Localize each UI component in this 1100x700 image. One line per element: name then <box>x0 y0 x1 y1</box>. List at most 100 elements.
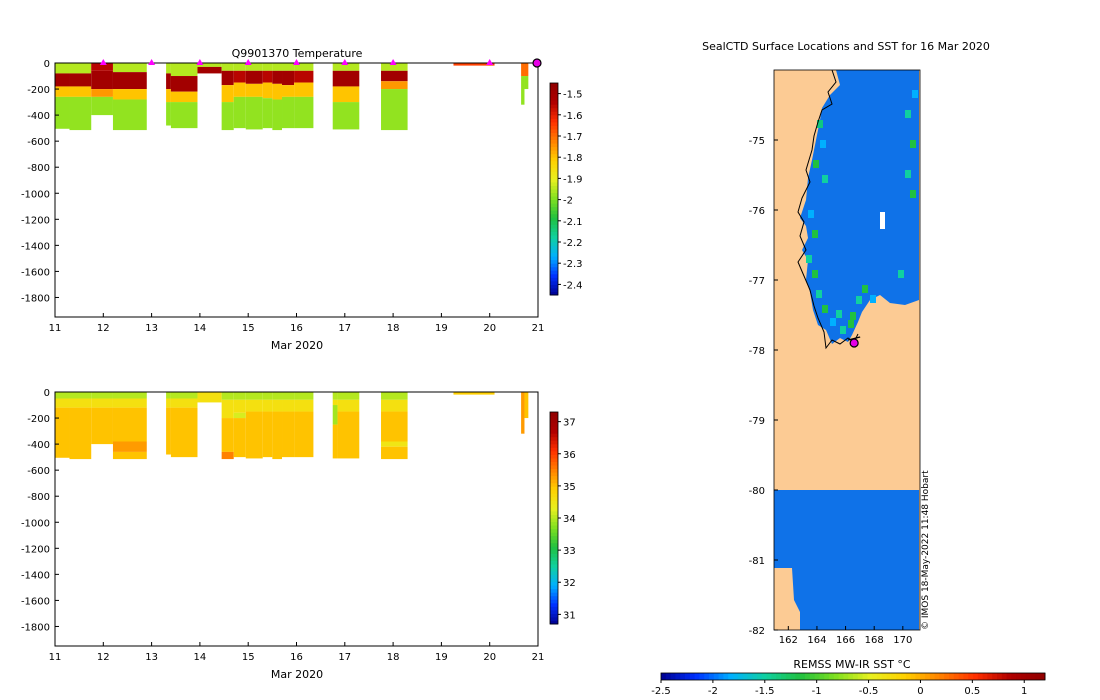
sst-colorbar-swatch <box>800 673 806 680</box>
sst-map-plot: SealCTD Surface Locations and SST for 16… <box>651 40 1046 697</box>
profile-layer-cell <box>55 86 70 97</box>
profile-layer-cell <box>166 89 171 103</box>
colorbar-tick-label: -1.6 <box>563 111 583 122</box>
colorbar-swatch <box>550 588 558 593</box>
profile-layer-cell <box>521 76 525 105</box>
colorbar-swatch <box>550 160 558 165</box>
profile-layer-cell <box>332 86 360 103</box>
colorbar-swatch <box>550 567 558 572</box>
profile-layer-cell <box>245 63 263 71</box>
sst-colorbar-swatch <box>949 673 955 680</box>
colorbar-swatch <box>550 461 558 466</box>
sst-colorbar-swatch <box>958 673 964 680</box>
profile-layer-cell <box>245 399 263 412</box>
profile-marker <box>196 59 204 65</box>
profile-layer-cell <box>332 405 338 425</box>
profile-marker <box>99 59 107 65</box>
sst-colorbar-swatch <box>728 673 734 680</box>
colorbar-tick-label: 34 <box>563 514 576 525</box>
sst-colorbar-swatch <box>1021 673 1027 680</box>
sst-coastal-cell <box>836 310 842 318</box>
profile-layer-cell <box>166 102 171 126</box>
sst-colorbar-swatch <box>977 673 984 680</box>
colorbar-swatch <box>550 426 558 431</box>
profile-marker <box>341 59 349 65</box>
profile-layer-cell <box>112 451 147 460</box>
colorbar-swatch <box>550 415 558 420</box>
profile-layer-cell <box>381 399 408 412</box>
colorbar-swatch <box>550 213 558 218</box>
colorbar-tick-label: -1.5 <box>563 90 583 101</box>
colorbar-swatch <box>550 263 558 268</box>
temperature-title: Q9901370 Temperature <box>232 47 363 60</box>
colorbar-swatch <box>550 273 558 278</box>
colorbar-swatch <box>550 217 558 222</box>
colorbar-swatch <box>550 234 558 239</box>
sst-colorbar-swatch <box>891 673 897 680</box>
profile-layer-cell <box>170 398 198 408</box>
sst-colorbar: -2.5 -2 -1.5 -1 -0.5 0 0.5 1 <box>651 672 1046 697</box>
sst-colorbar-swatch <box>665 673 672 680</box>
y-tick-label: -1600 <box>21 267 50 278</box>
sst-colorbar-swatch <box>953 673 960 680</box>
x-tick-label: 14 <box>194 323 207 334</box>
sst-colorbar-swatch <box>694 673 700 680</box>
sst-colorbar-swatch <box>795 673 801 680</box>
sst-colorbar-swatch <box>920 673 926 680</box>
sst-colorbar-swatch <box>963 673 969 680</box>
sst-colorbar-swatch <box>905 673 912 680</box>
x-tick-label: 20 <box>483 652 496 663</box>
colorbar-swatch <box>550 606 558 611</box>
map-y-tick-label: -81 <box>749 556 765 567</box>
colorbar-swatch <box>550 450 558 455</box>
sst-colorbar-swatch <box>1025 673 1032 680</box>
colorbar-swatch <box>550 436 558 441</box>
sst-colorbar-label: REMSS MW-IR SST °C <box>793 658 911 671</box>
sst-colorbar-swatch <box>992 673 998 680</box>
profile-layer-cell <box>337 399 360 412</box>
profile-layer-cell <box>294 392 314 400</box>
map-x-tick-label: 162 <box>779 635 798 646</box>
colorbar-swatch <box>550 546 558 551</box>
colorbar-swatch <box>550 518 558 523</box>
profile-layer-cell <box>381 70 408 82</box>
sst-colorbar-swatch <box>790 673 796 680</box>
temperature-data-cells <box>55 63 529 131</box>
colorbar-swatch <box>550 249 558 254</box>
profile-layer-cell <box>91 63 113 71</box>
profile-layer-cell <box>294 70 314 83</box>
colorbar-swatch <box>550 560 558 565</box>
latest-position-marker <box>532 58 542 68</box>
sst-coastal-cell <box>910 140 916 148</box>
colorbar-swatch <box>550 266 558 271</box>
profile-layer-cell <box>166 63 171 74</box>
profile-layer-cell <box>170 76 198 92</box>
x-tick-label: 11 <box>49 652 62 663</box>
colorbar-swatch <box>550 86 558 91</box>
colorbar-swatch <box>550 143 558 148</box>
sst-colorbar-swatch <box>1040 673 1046 680</box>
colorbar-swatch <box>550 132 558 137</box>
profile-layer-cell <box>91 407 113 445</box>
colorbar-tick-label: -2.1 <box>563 217 583 228</box>
colorbar-swatch <box>550 104 558 109</box>
profile-layer-cell <box>272 83 283 100</box>
colorbar-swatch <box>550 599 558 604</box>
sst-colorbar-swatch <box>968 673 974 680</box>
profile-layer-cell <box>91 70 113 90</box>
y-tick-label: -1200 <box>21 544 50 555</box>
colorbar-swatch <box>550 528 558 533</box>
profile-layer-cell <box>233 418 246 458</box>
seal-position-dot <box>849 338 859 348</box>
colorbar-swatch <box>550 539 558 544</box>
profile-layer-cell <box>524 63 529 77</box>
colorbar-swatch <box>550 419 558 424</box>
colorbar-swatch <box>550 174 558 179</box>
sst-colorbar-swatch <box>661 673 667 680</box>
sst-coastal-cell <box>850 312 856 320</box>
credit-text: © IMOS 18-May-2022 11:48 Hobart <box>921 470 931 630</box>
sst-colorbar-swatch <box>752 673 758 680</box>
y-tick-label: -1600 <box>21 596 50 607</box>
x-tick-label: 13 <box>145 652 158 663</box>
x-tick-label: 18 <box>387 652 400 663</box>
